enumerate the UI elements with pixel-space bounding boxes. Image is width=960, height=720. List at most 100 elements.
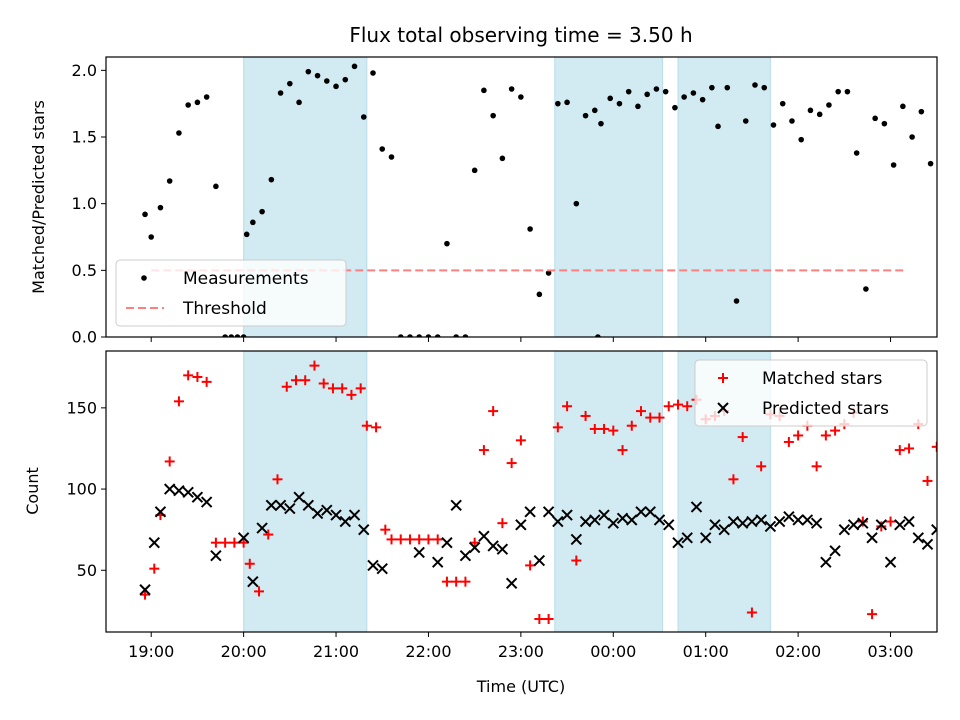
measurements-point-61 bbox=[672, 104, 678, 111]
measurements-point-90 bbox=[937, 261, 943, 267]
measurements-point-2 bbox=[157, 204, 164, 211]
matched-stars-point-86 bbox=[922, 475, 933, 486]
matched-stars-point-79 bbox=[857, 516, 868, 527]
measurements-point-10 bbox=[228, 334, 235, 337]
measurements-point-1 bbox=[148, 234, 154, 240]
matched-stars-point-16 bbox=[281, 381, 292, 392]
x-tick-label-7: 02:00 bbox=[775, 642, 821, 661]
matched-stars-point-33 bbox=[432, 534, 443, 545]
measurements-point-77 bbox=[816, 111, 823, 118]
measurements-point-31 bbox=[407, 334, 413, 337]
predicted-stars-point-13 bbox=[274, 499, 287, 512]
measurements-point-7 bbox=[203, 94, 210, 100]
measurements-point-79 bbox=[835, 88, 841, 95]
predicted-stars-point-3 bbox=[163, 483, 176, 495]
matched-stars-point-1 bbox=[149, 563, 160, 574]
predicted-stars-point-20 bbox=[339, 515, 351, 528]
predicted-stars-point-25 bbox=[413, 546, 425, 559]
matched-stars-point-66 bbox=[737, 432, 748, 443]
panel-0-y-tick-label-0: 0.0 bbox=[72, 328, 97, 347]
measurements-point-66 bbox=[715, 123, 721, 130]
predicted-stars-point-75 bbox=[884, 556, 897, 568]
matched-stars-point-75 bbox=[820, 430, 831, 441]
matched-stars-point-59 bbox=[672, 399, 683, 410]
measurements-point-39 bbox=[481, 87, 487, 94]
predicted-stars-point-7 bbox=[200, 496, 213, 508]
measurements-point-82 bbox=[863, 286, 869, 292]
predicted-stars-point-63 bbox=[773, 515, 786, 528]
predicted-stars-point-39 bbox=[552, 515, 564, 528]
measurements-point-41 bbox=[499, 155, 506, 162]
predicted-stars-point-46 bbox=[616, 512, 629, 525]
predicted-stars-point-44 bbox=[598, 509, 610, 521]
measurements-point-18 bbox=[287, 80, 293, 87]
matched-stars-point-56 bbox=[645, 412, 656, 423]
predicted-stars-point-52 bbox=[672, 536, 684, 549]
predicted-stars-point-38 bbox=[542, 506, 555, 518]
panel-0-marks bbox=[142, 57, 952, 337]
measurements-point-74 bbox=[789, 118, 795, 124]
predicted-stars-point-19 bbox=[330, 509, 342, 521]
predicted-stars-point-73 bbox=[866, 532, 878, 544]
measurements-point-47 bbox=[555, 100, 561, 107]
predicted-stars-point-53 bbox=[681, 532, 693, 544]
predicted-stars-point-42 bbox=[579, 515, 592, 528]
predicted-stars-point-5 bbox=[182, 486, 194, 499]
panel-1-y-tick-label-0: 50 bbox=[77, 561, 97, 580]
measurements-point-51 bbox=[592, 107, 598, 114]
legend-matched-stars-label: Matched stars bbox=[762, 369, 882, 389]
predicted-stars-point-72 bbox=[857, 517, 869, 529]
matched-stars-point-80 bbox=[867, 609, 878, 620]
predicted-stars-point-59 bbox=[736, 517, 749, 529]
predicted-stars-point-14 bbox=[284, 502, 296, 515]
measurements-point-91 bbox=[946, 232, 952, 238]
matched-stars-point-42 bbox=[515, 435, 526, 446]
measurements-point-55 bbox=[616, 100, 623, 107]
predicted-stars-point-29 bbox=[459, 549, 472, 562]
measurements-point-42 bbox=[508, 86, 515, 92]
measurements-point-25 bbox=[351, 63, 358, 70]
measurements-point-19 bbox=[296, 99, 302, 106]
measurements-point-89 bbox=[927, 160, 934, 167]
predicted-stars-point-78 bbox=[912, 532, 924, 544]
matched-stars-point-24 bbox=[355, 383, 366, 394]
predicted-stars-point-6 bbox=[191, 491, 204, 503]
panel-1-frame bbox=[105, 350, 938, 633]
plot-area: 0.0 0.5 1.0 1.5 2.0 Measurements Threshold 50 10… bbox=[66, 56, 952, 661]
matched-stars-point-29 bbox=[395, 534, 406, 545]
predicted-stars-point-68 bbox=[820, 556, 832, 568]
predicted-stars-point-27 bbox=[441, 536, 453, 549]
measurements-point-5 bbox=[185, 102, 191, 108]
observing-interval-2 bbox=[677, 57, 771, 337]
predicted-stars-point-60 bbox=[746, 515, 758, 528]
matched-stars-point-45 bbox=[543, 614, 554, 625]
measurements-point-40 bbox=[490, 112, 496, 119]
matched-stars-point-15 bbox=[272, 474, 283, 485]
predicted-stars-point-32 bbox=[487, 540, 499, 552]
x-tick-label-1: 20:00 bbox=[221, 642, 267, 661]
measurements-point-32 bbox=[416, 334, 423, 337]
x-tick-label-4: 23:00 bbox=[498, 642, 544, 661]
matched-stars-point-0 bbox=[140, 589, 151, 600]
measurements-point-52 bbox=[595, 334, 601, 337]
x-tick-label-3: 22:00 bbox=[405, 642, 451, 661]
measurements-point-45 bbox=[536, 291, 543, 298]
matched-stars-point-49 bbox=[580, 410, 591, 421]
predicted-stars-point-34 bbox=[505, 577, 518, 589]
matched-stars-point-14 bbox=[263, 529, 274, 540]
predicted-stars-point-24 bbox=[376, 562, 388, 575]
legend-matched-stars-swatch bbox=[718, 373, 728, 383]
predicted-stars-point-64 bbox=[783, 510, 795, 523]
predicted-stars-point-77 bbox=[903, 515, 915, 528]
predicted-stars-point-67 bbox=[810, 517, 823, 529]
predicted-stars-point-1 bbox=[148, 536, 160, 549]
predicted-stars-point-81 bbox=[941, 562, 951, 572]
matched-stars-point-27 bbox=[380, 524, 391, 535]
predicted-stars-point-33 bbox=[496, 543, 509, 555]
measurements-point-62 bbox=[681, 94, 687, 100]
measurements-point-12 bbox=[240, 334, 247, 337]
predicted-stars-point-0 bbox=[139, 584, 151, 596]
measurements-point-83 bbox=[872, 115, 878, 122]
predicted-stars-point-56 bbox=[709, 519, 721, 531]
